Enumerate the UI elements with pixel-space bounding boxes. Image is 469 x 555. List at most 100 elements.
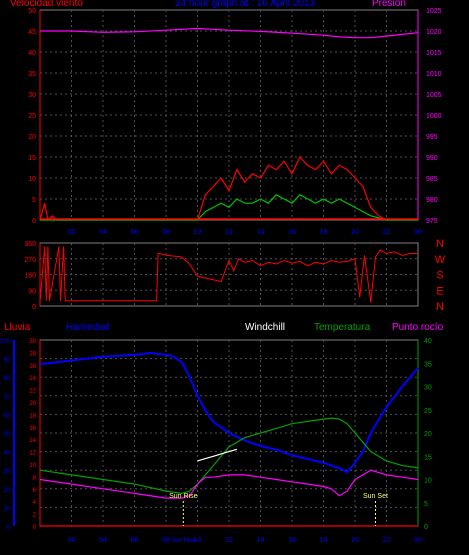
panel1-right-tick: 1005 — [426, 92, 442, 99]
temp-tick: 35 — [424, 361, 432, 368]
panel1-x-tick: 20 — [351, 229, 359, 236]
series-humedad — [39, 351, 419, 474]
panel1-left-tick: 40 — [28, 50, 36, 57]
temp-tick: 25 — [424, 408, 432, 415]
rain-tick: 24 — [29, 376, 36, 382]
panel3-x-tick: 18 — [320, 537, 328, 544]
panel3-x-tick: 12 — [225, 537, 233, 544]
temp-tick: 30 — [424, 385, 432, 392]
humidity-tick: 50 — [3, 432, 10, 438]
panel1-right-tick: 1020 — [426, 29, 442, 36]
rain-tick: 12 — [29, 451, 36, 457]
panel2-left-tick: 90 — [28, 288, 36, 295]
panel2-left-tick: 180 — [24, 273, 36, 280]
panel1-right-tick: 1010 — [426, 71, 442, 78]
compass-label: N — [436, 238, 444, 250]
panel1-right-tick: 995 — [426, 134, 438, 141]
compass-label: E — [436, 285, 443, 297]
rain-tick: 8 — [33, 475, 37, 481]
rain-tick: 6 — [33, 488, 37, 494]
temp-tick: 0 — [424, 524, 428, 531]
panel1-x-tick: 16 — [288, 229, 296, 236]
humidity-tick: 10 — [3, 506, 10, 512]
temp-tick: 20 — [424, 431, 432, 438]
rain-tick: 10 — [29, 463, 36, 469]
rain-tick: 18 — [29, 413, 36, 419]
sunset-label: Sun Set — [363, 493, 388, 500]
panel1-x-tick: 08 — [162, 229, 170, 236]
rain-tick: 28 — [29, 351, 36, 357]
temp-tick: 40 — [424, 338, 432, 345]
panel1-left-tick: 20 — [28, 134, 36, 141]
rain-tick: 0 — [33, 525, 37, 531]
panel1-x-tick: 14 — [257, 229, 265, 236]
panel1-x-tick: 02 — [68, 229, 76, 236]
panel1-right-tick: 980 — [426, 197, 438, 204]
panel1-x-tick: 06 — [131, 229, 139, 236]
panel3-x-tick: 22 — [383, 537, 391, 544]
panel3-x-tick: 08 — [162, 537, 170, 544]
temp-tick: 10 — [424, 478, 432, 485]
humidity-tick: 40 — [3, 451, 10, 457]
rain-tick: 14 — [29, 438, 36, 444]
title: 24 hour graph at : 16 April 2013 — [175, 0, 316, 9]
panel3-x-tick-sunrise: Sun Rise — [171, 538, 196, 544]
rain-tick: 16 — [29, 426, 36, 432]
panel3-x-tick: 02 — [68, 537, 76, 544]
rain-tick: 4 — [33, 500, 37, 506]
panel1-x-tick: 22 — [383, 229, 391, 236]
humidity-label: Humedad — [66, 322, 110, 333]
panel1-x-tick: 00 — [414, 229, 422, 236]
panel1-x-tick: 12 — [225, 229, 233, 236]
panel1-right-tick: 990 — [426, 155, 438, 162]
compass-label: S — [436, 270, 443, 282]
humidity-tick: 100 — [0, 339, 11, 345]
humidity-tick: 80 — [3, 376, 10, 382]
rain-tick: 2 — [33, 513, 37, 519]
series-temperatura — [39, 417, 419, 495]
panel1-left-tick: 15 — [28, 155, 36, 162]
panel1-left-tick: 5 — [32, 197, 36, 204]
series-presión — [40, 27, 419, 39]
panel1-right-tick: 985 — [426, 176, 438, 183]
dewpoint-label: Punto rocío — [392, 322, 444, 333]
humidity-tick: 30 — [3, 469, 10, 475]
temp-tick: 15 — [424, 454, 432, 461]
rain-tick: 22 — [29, 389, 36, 395]
compass-label: W — [435, 254, 446, 266]
panel1-left-tick: 0 — [32, 218, 36, 225]
panel1-left-tick: 30 — [28, 92, 36, 99]
panel1-x-tick: 10 — [194, 229, 202, 236]
humidity-tick: 90 — [3, 358, 10, 364]
sunrise-label: Sun Rise — [169, 493, 198, 500]
humidity-tick: 20 — [3, 488, 10, 494]
rain-tick: 20 — [29, 401, 36, 407]
panel1-left-tick: 10 — [28, 176, 36, 183]
panel3-x-tick: 00 — [414, 537, 422, 544]
panel3-x-tick: 20 — [351, 537, 359, 544]
panel1-left-tick: 35 — [28, 71, 36, 78]
humidity-tick: 60 — [3, 413, 10, 419]
series-wind-direction — [39, 246, 418, 303]
series-punto-rocío — [39, 469, 419, 499]
panel1-right-tick: 1015 — [426, 50, 442, 57]
panel3-x-tick: 16 — [288, 537, 296, 544]
panel2-left-tick: 360 — [24, 241, 36, 248]
wind-speed-label: Velocidad viento — [10, 0, 83, 9]
humidity-tick: 70 — [3, 395, 10, 401]
panel3-x-tick: 14 — [257, 537, 265, 544]
pressure-label: Presión — [372, 0, 406, 9]
panel1-right-tick: 1025 — [426, 8, 442, 15]
rain-tick: 26 — [29, 364, 36, 370]
panel1-x-tick: 18 — [320, 229, 328, 236]
temp-tick: 5 — [424, 501, 428, 508]
panel1-x-tick: 04 — [99, 229, 107, 236]
panel2-left-tick: 0 — [32, 304, 36, 311]
temperature-label: Temperatura — [314, 322, 371, 333]
windchill-label: Windchill — [245, 322, 286, 333]
rain-label: Lluvia — [4, 322, 31, 333]
panel1-right-tick: 1000 — [426, 113, 442, 120]
humidity-tick: 0 — [7, 525, 11, 531]
panel1-left-tick: 25 — [28, 113, 36, 120]
